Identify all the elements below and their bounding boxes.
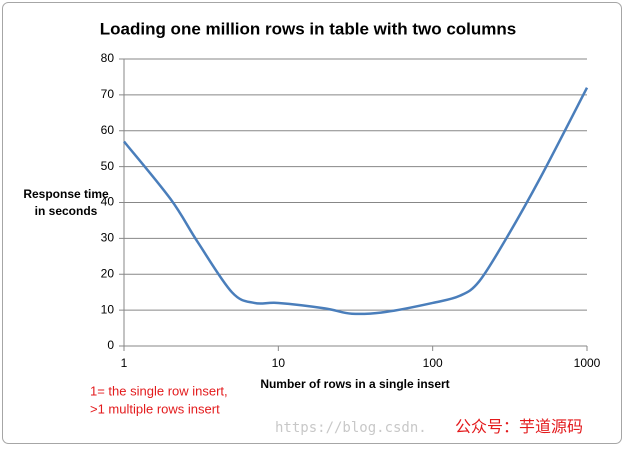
y-tick-label: 60: [101, 123, 115, 137]
watermark: 公众号：芋道源码: [455, 418, 583, 436]
watermark: https://blog.csdn.: [275, 420, 427, 436]
x-tick-label: 10: [272, 356, 286, 370]
y-tick-label: 20: [101, 266, 115, 280]
y-tick-label: 30: [101, 231, 115, 245]
x-axis-label: Number of rows in a single insert: [260, 377, 449, 391]
y-tick-label: 50: [101, 159, 115, 173]
annotation: >1 multiple rows insert: [90, 401, 220, 416]
y-axis-label: Response time: [23, 187, 109, 201]
x-tick-label: 1: [121, 356, 128, 370]
y-tick-label: 70: [101, 87, 115, 101]
y-axis-label: in seconds: [35, 204, 98, 218]
x-tick-label: 100: [423, 356, 443, 370]
line: [123, 87, 589, 316]
y-tick-label: 40: [101, 195, 115, 209]
annotation: 1= the single row insert,: [90, 383, 228, 398]
y-tick-label: 80: [101, 51, 115, 65]
y-tick-label: 0: [107, 338, 114, 352]
y-tick-label: 10: [101, 302, 115, 316]
x-tick-label: 1000: [574, 356, 601, 370]
chart-frame: [2, 2, 622, 444]
chart-title: Loading one million rows in table with t…: [100, 19, 517, 38]
